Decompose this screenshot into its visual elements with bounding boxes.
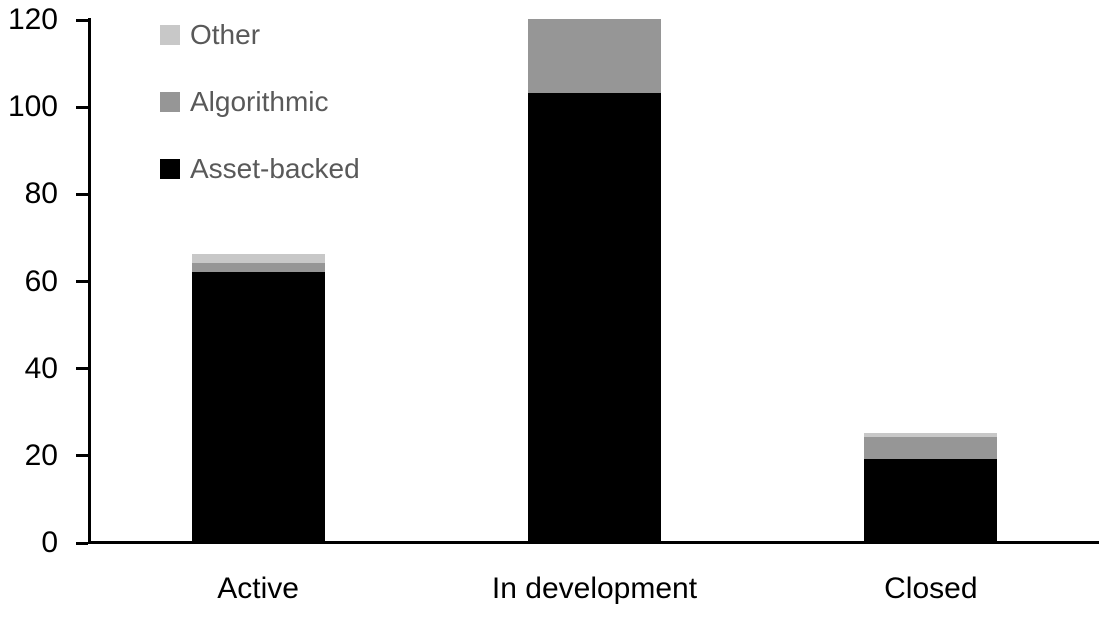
x-axis-category-label: Closed xyxy=(884,572,978,605)
bar-active-segment-other xyxy=(191,254,325,264)
legend-label: Asset-backed xyxy=(190,153,360,184)
legend: Other Algorithmic Asset-backed xyxy=(160,19,360,223)
x-axis-line xyxy=(88,541,1099,544)
y-axis-tick-label: 100 xyxy=(7,90,58,124)
bar-active-segment-asset-backed xyxy=(191,271,325,542)
y-axis-tick xyxy=(76,18,88,22)
y-axis-tick-label: 80 xyxy=(24,177,58,211)
legend-swatch-algorithmic xyxy=(160,92,180,112)
bar-in-development-segment-asset-backed xyxy=(528,93,661,542)
y-axis-tick xyxy=(76,367,88,371)
legend-swatch-other xyxy=(160,25,180,45)
legend-item-asset-backed: Asset-backed xyxy=(160,153,360,184)
y-axis-line xyxy=(88,18,91,544)
y-axis-tick-label: 40 xyxy=(24,351,58,385)
x-axis-category-label: In development xyxy=(491,572,698,605)
bar-in-development-segment-algorithmic xyxy=(528,19,661,94)
y-axis-tick xyxy=(76,105,88,109)
bar-closed-segment-other xyxy=(864,433,998,438)
y-axis-tick xyxy=(76,541,88,545)
legend-label: Other xyxy=(190,19,261,50)
y-axis-tick-label: 0 xyxy=(41,526,58,559)
y-axis-tick xyxy=(76,280,88,283)
y-axis-tick-label: 120 xyxy=(7,3,58,36)
x-axis-category-label: Active xyxy=(217,572,299,605)
y-axis-tick-label: 20 xyxy=(24,438,58,472)
bar-closed-segment-algorithmic xyxy=(864,437,998,460)
y-axis-tick-label: 60 xyxy=(24,264,58,298)
bar-closed-segment-asset-backed xyxy=(864,459,998,542)
legend-label: Algorithmic xyxy=(190,86,329,117)
y-axis-tick xyxy=(76,192,88,196)
legend-item-algorithmic: Algorithmic xyxy=(160,86,360,117)
legend-item-other: Other xyxy=(160,19,360,50)
legend-swatch-asset-backed xyxy=(160,159,180,179)
y-axis-tick xyxy=(76,454,88,458)
bar-active-segment-algorithmic xyxy=(191,263,325,272)
